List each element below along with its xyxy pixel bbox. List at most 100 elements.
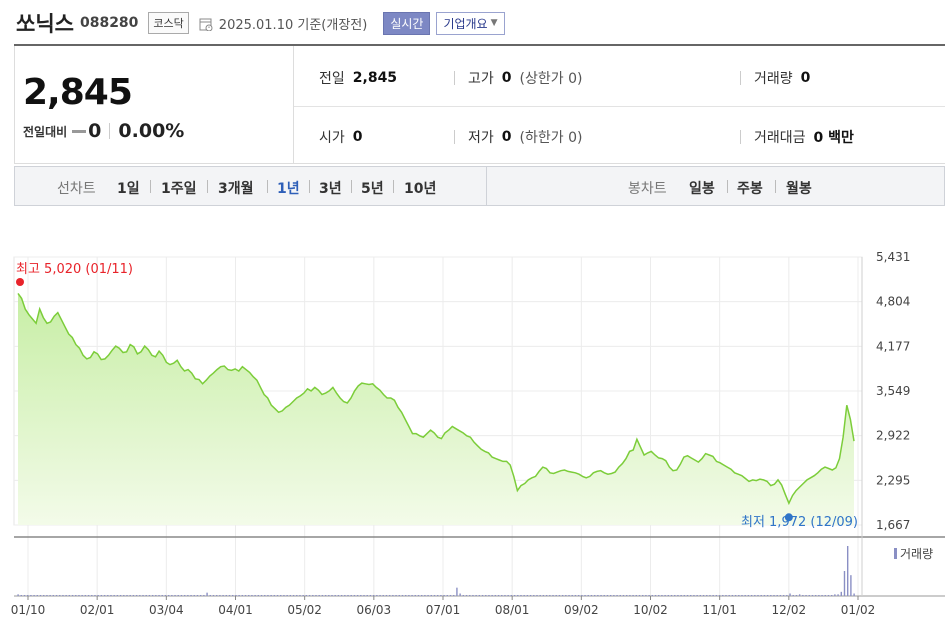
volume-bar [593,595,596,596]
volume-bar [843,571,846,596]
volume-bar [71,595,74,596]
volume-bar [318,595,320,596]
period-10y[interactable]: 10년 [404,181,437,197]
volume-bar [308,595,311,596]
volume-bar [600,595,602,596]
volume-bar [763,595,766,596]
volume-bar [331,595,333,596]
volume-bar [459,593,461,596]
caret-down-icon: ▼ [490,18,498,28]
volume-bar [731,595,734,596]
volume-bar [116,595,119,596]
volume-bar [638,595,641,596]
volume-bar [187,595,189,596]
x-tick-label: 02/01 [80,603,115,617]
period-1w[interactable]: 1주일 [161,181,197,197]
volume-bar [132,595,135,596]
volume-bar [135,595,138,596]
volume-bar [766,595,769,596]
volume-bar [446,595,449,596]
volume-label: 거래량 [754,71,793,87]
stock-name: 쏘닉스 [16,12,74,36]
volume-bar [561,595,564,596]
volume-bar [651,595,654,596]
period-split [486,167,487,205]
period-3m[interactable]: 3개월 [218,181,254,197]
candle-weekly[interactable]: 주봉 [737,181,763,197]
volume-bar [385,595,388,596]
info-grid: 전일 2,845 고가 0 (상한가 0) 거래량 0 시가 0 저가 0 (하… [294,46,945,164]
volume-bar [369,595,372,596]
volume-bar [411,595,413,596]
volume-bar [254,595,256,596]
volume-bar [526,595,529,596]
volume-bar [798,594,801,596]
period-3y[interactable]: 3년 [319,181,342,197]
volume-bar [206,592,208,596]
volume-bar [449,595,452,596]
volume-bar [228,595,231,596]
volume-bar [603,595,605,596]
current-price: 2,845 [23,72,133,113]
volume-bar [658,595,660,596]
change-row: 전일대비 0 0.00% [23,120,184,142]
x-tick-label: 03/04 [149,603,184,617]
volume-bar [78,595,80,596]
volume-bar [485,595,487,596]
x-tick-label: 06/03 [357,603,392,617]
volume-bar [504,595,506,596]
volume-bar [17,594,19,596]
volume-bar [164,595,167,596]
volume-bar [424,595,426,596]
title-row: 쏘닉스 088280 코스닥 2025.01.10 기준(개장전) 실시간 기업… [16,8,505,38]
realtime-button[interactable]: 실시간 [383,11,431,35]
volume-bar [190,595,192,596]
volume-bar [616,595,618,596]
volume-bar [529,595,532,596]
company-overview-button[interactable]: 기업개요 ▼ [436,11,505,35]
flat-icon [72,129,87,133]
divider [740,130,741,144]
volume-bar [52,595,55,596]
volume-bar [283,595,285,596]
volume-bar [360,595,362,596]
x-tick-label: 01/10 [11,603,46,617]
volume-bar [818,595,820,596]
volume-bar [850,575,852,596]
x-tick-label: 12/02 [772,603,807,617]
volume-bar [587,595,589,596]
volume-bar [510,595,513,596]
volume-bar [635,595,637,596]
min-price-label: 최저 1,972 (12/09) [741,515,858,530]
candle-daily[interactable]: 일봉 [689,181,715,197]
price-bottom-rule [14,163,945,164]
x-tick-label: 01/02 [841,603,876,617]
volume-bar [523,595,525,596]
volume-bar [155,595,157,596]
volume-bar [462,595,465,596]
volume-bar [145,595,147,596]
volume-bar [161,595,163,596]
volume-bar [100,595,103,596]
volume-bar [549,595,551,596]
y-tick-label: 4,177 [876,339,910,353]
volume-bar [353,595,356,596]
volume-bar [632,595,634,596]
period-1d[interactable]: 1일 [117,181,140,197]
volume-bar [792,595,794,596]
volume-bar [443,595,445,596]
x-tick-label: 08/01 [495,603,530,617]
volume-bar [536,595,538,596]
period-1y[interactable]: 1년 [277,181,300,197]
price-box: 2,845 전일대비 0 0.00% [14,46,294,164]
volume-bar [107,595,109,596]
x-tick-label: 04/01 [218,603,253,617]
volume-bar [728,595,730,596]
period-5y[interactable]: 5년 [361,181,384,197]
volume-bar [754,595,756,596]
volume-bar [167,595,170,596]
volume-bar [23,595,26,596]
change-label: 전일대비 [23,124,68,139]
candle-monthly[interactable]: 월봉 [786,181,812,197]
high-value: 0 [501,70,512,86]
